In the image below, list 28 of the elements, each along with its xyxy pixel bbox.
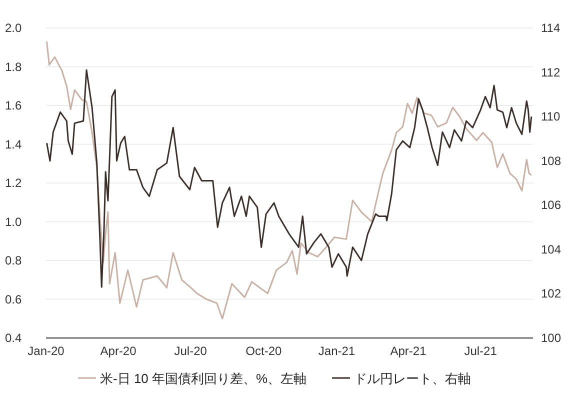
- y-tick-label: 1.0: [5, 214, 22, 229]
- y2-tick-label: 102: [541, 286, 562, 301]
- x-tick-label: Oct-20: [246, 344, 282, 358]
- y-tick-label: 1.8: [5, 60, 22, 74]
- x-tick-label: Apr-21: [390, 344, 427, 358]
- x-tick-label: Jan-20: [28, 344, 65, 358]
- x-tick-label: Jul-20: [174, 344, 208, 358]
- line-series: [46, 40, 532, 320]
- y-tick-label: 2.0: [5, 21, 22, 35]
- y-tick-label: 1.2: [5, 176, 22, 190]
- y2-tick-label: 108: [541, 154, 562, 168]
- legend-label: 米-日 10 年国債利回り差、%、左軸: [100, 371, 307, 386]
- y-tick-label: 0.8: [5, 254, 22, 268]
- y2-tick-label: 100: [541, 331, 562, 345]
- x-tick-label: Jan-21: [318, 344, 356, 358]
- y-tick-label: 0.4: [5, 331, 22, 345]
- y-tick-label: 0.6: [5, 292, 22, 306]
- y-tick-label: 1.4: [5, 137, 22, 152]
- x-tick-label: Jul-21: [464, 344, 498, 358]
- y-tick-label: 1.6: [5, 98, 22, 112]
- x-tick-label: Apr-20: [100, 344, 137, 358]
- y2-tick-label: 106: [541, 198, 562, 212]
- legend-label: ドル円レート、右軸: [354, 371, 471, 386]
- y2-tick-label: 112: [541, 65, 560, 80]
- y2-tick-label: 114: [541, 21, 560, 35]
- y2-tick-label: 110: [541, 110, 560, 124]
- y2-tick-label: 104: [541, 242, 562, 256]
- line-series: [46, 69, 532, 288]
